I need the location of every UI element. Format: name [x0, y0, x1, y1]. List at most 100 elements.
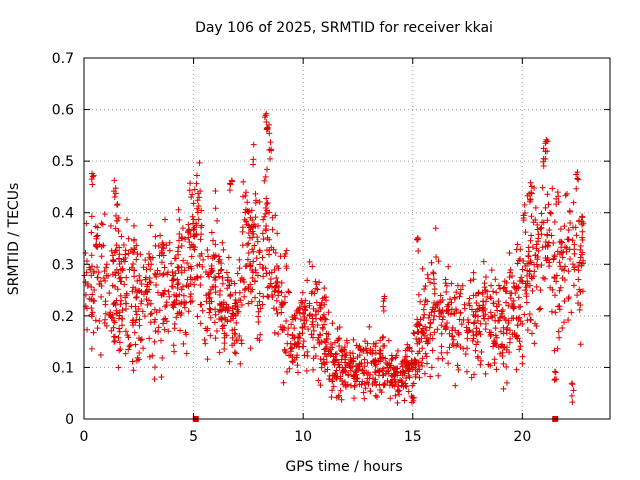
data-point	[574, 169, 581, 176]
data-point	[232, 303, 239, 310]
data-point	[364, 340, 371, 347]
data-point	[559, 325, 566, 332]
data-point	[166, 293, 173, 300]
data-point	[197, 281, 204, 288]
data-point	[527, 237, 534, 244]
data-point	[320, 356, 327, 363]
data-point	[556, 259, 563, 266]
data-point	[526, 198, 533, 205]
data-point	[473, 299, 480, 306]
data-point	[513, 285, 520, 292]
data-point	[546, 263, 553, 270]
data-point	[195, 203, 202, 210]
data-point	[361, 363, 368, 370]
data-point	[216, 256, 223, 263]
data-point	[415, 248, 422, 255]
data-point	[535, 231, 542, 238]
data-point	[244, 199, 251, 206]
data-point	[113, 212, 120, 219]
data-point	[263, 207, 270, 214]
x-tick-label: 10	[294, 429, 312, 445]
data-point	[264, 293, 271, 300]
data-point	[125, 235, 132, 242]
data-point	[469, 328, 476, 335]
data-point	[102, 310, 109, 317]
data-point	[366, 375, 373, 382]
data-point	[429, 335, 436, 342]
data-point	[174, 310, 181, 317]
data-point	[318, 316, 325, 323]
data-point	[236, 332, 243, 339]
data-point	[577, 242, 584, 249]
data-point	[115, 227, 122, 234]
data-point	[274, 310, 281, 317]
data-point	[488, 282, 495, 289]
data-point	[448, 280, 455, 287]
data-point	[249, 246, 256, 253]
data-point	[312, 278, 319, 285]
data-point	[549, 286, 556, 293]
data-point	[385, 370, 392, 377]
y-axis-label: SRMTID / TECUs	[6, 183, 22, 296]
data-point	[123, 290, 130, 297]
data-point	[84, 282, 91, 289]
data-point	[120, 242, 127, 249]
data-point	[116, 251, 123, 258]
data-point	[146, 275, 153, 282]
data-point	[260, 273, 267, 280]
data-point	[176, 216, 183, 223]
data-point	[524, 192, 531, 199]
data-point	[510, 315, 517, 322]
data-point	[429, 347, 436, 354]
data-point	[418, 359, 425, 366]
data-point	[207, 286, 214, 293]
data-point	[201, 336, 208, 343]
data-point	[219, 239, 226, 246]
data-point	[211, 319, 218, 326]
data-point	[142, 256, 149, 263]
data-point	[185, 308, 192, 315]
data-point	[302, 297, 309, 304]
data-point	[500, 285, 507, 292]
data-point	[400, 368, 407, 375]
data-point	[576, 306, 583, 313]
data-point	[503, 330, 510, 337]
data-point	[553, 278, 560, 285]
data-point	[387, 364, 394, 371]
data-point	[401, 397, 408, 404]
data-point	[225, 254, 232, 261]
data-point	[518, 277, 525, 284]
data-point	[351, 395, 358, 402]
data-point	[313, 307, 320, 314]
data-point	[175, 267, 182, 274]
data-point	[133, 256, 140, 263]
data-point	[546, 226, 553, 233]
data-point	[498, 308, 505, 315]
data-point	[301, 323, 308, 330]
data-point	[464, 335, 471, 342]
data-point	[174, 248, 181, 255]
data-point	[563, 244, 570, 251]
x-tick-label: 15	[404, 429, 422, 445]
data-point	[158, 373, 165, 380]
data-point	[203, 298, 210, 305]
data-point	[259, 230, 266, 237]
data-point	[92, 242, 99, 249]
data-point	[553, 272, 560, 279]
data-point	[107, 222, 114, 229]
data-point	[389, 355, 396, 362]
data-point	[300, 343, 307, 350]
data-point	[511, 330, 518, 337]
data-point	[480, 315, 487, 322]
data-point	[284, 331, 291, 338]
data-point	[135, 287, 142, 294]
data-point	[246, 261, 253, 268]
data-point	[452, 382, 459, 389]
data-point	[461, 305, 468, 312]
data-point	[523, 299, 530, 306]
data-point	[97, 351, 104, 358]
data-point	[316, 331, 323, 338]
data-point	[445, 263, 452, 270]
data-point	[446, 344, 453, 351]
